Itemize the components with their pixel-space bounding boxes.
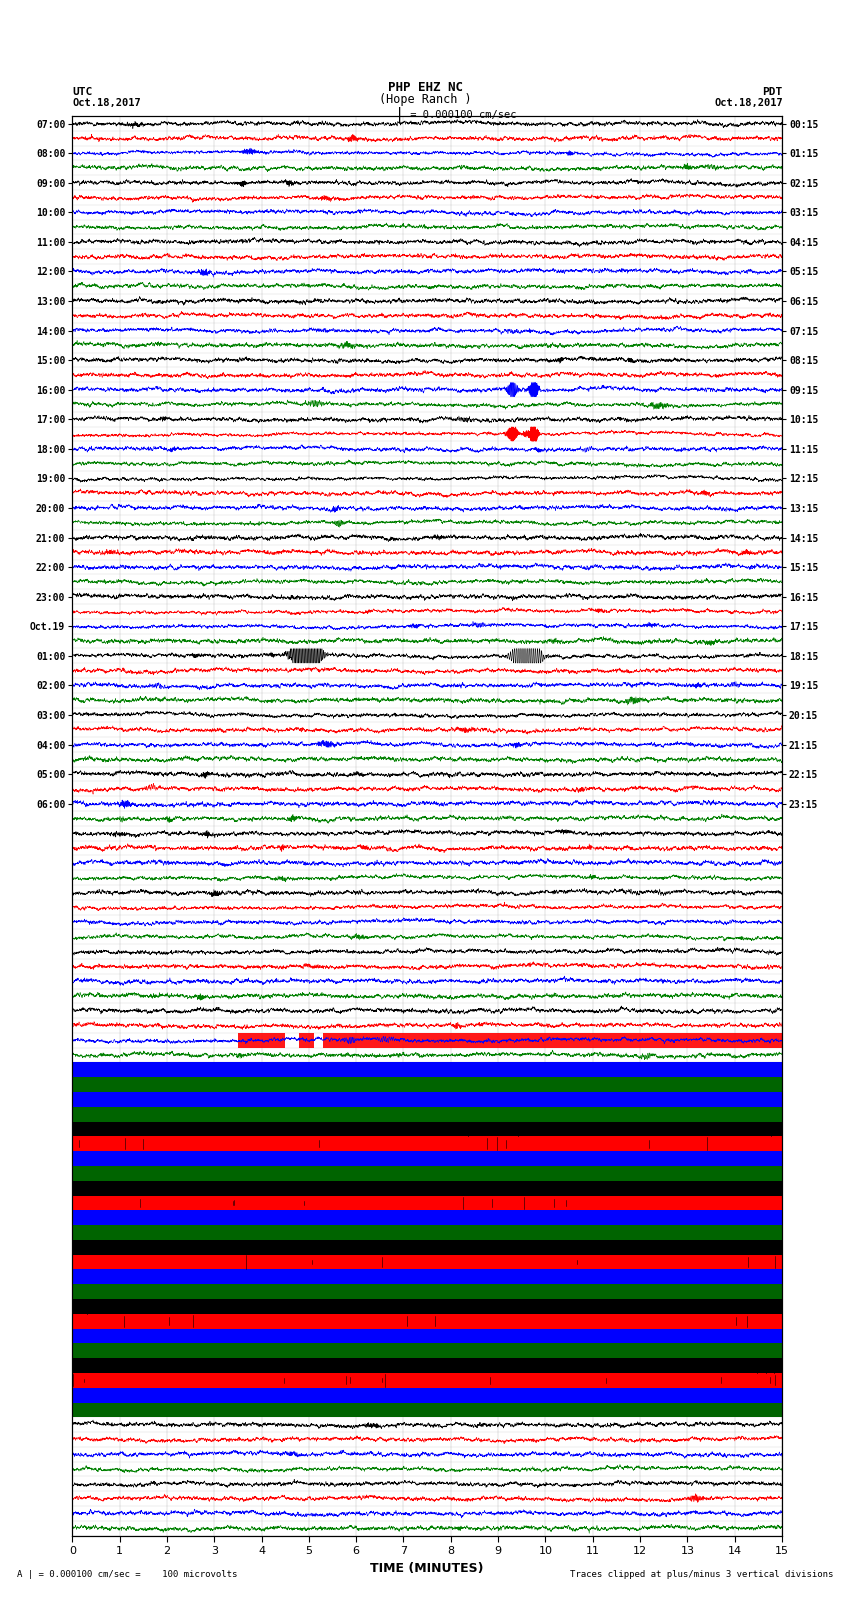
Bar xyxy=(72,1210,782,1226)
Bar xyxy=(72,1121,782,1137)
Bar xyxy=(72,1136,782,1152)
Bar xyxy=(72,1269,782,1284)
Text: |: | xyxy=(395,108,404,123)
Bar xyxy=(72,1077,782,1092)
Bar xyxy=(72,1313,782,1329)
Text: UTC: UTC xyxy=(72,87,93,97)
Bar xyxy=(72,1092,782,1107)
Text: (Hope Ranch ): (Hope Ranch ) xyxy=(379,92,471,106)
Bar xyxy=(72,1063,782,1077)
Bar xyxy=(72,1329,782,1344)
Bar xyxy=(72,1284,782,1298)
Bar xyxy=(72,1298,782,1313)
Text: = 0.000100 cm/sec: = 0.000100 cm/sec xyxy=(404,110,516,121)
Bar xyxy=(72,1344,782,1358)
Text: Traces clipped at plus/minus 3 vertical divisions: Traces clipped at plus/minus 3 vertical … xyxy=(570,1569,833,1579)
Bar xyxy=(323,1032,782,1048)
Bar xyxy=(72,1358,782,1373)
Bar xyxy=(238,1032,285,1048)
X-axis label: TIME (MINUTES): TIME (MINUTES) xyxy=(371,1561,484,1574)
Bar xyxy=(72,1255,782,1269)
Bar xyxy=(72,1195,782,1210)
Bar xyxy=(72,1387,782,1402)
Bar xyxy=(299,1032,314,1048)
Bar xyxy=(72,1166,782,1181)
Bar xyxy=(72,1402,782,1418)
Bar xyxy=(72,1181,782,1195)
Bar xyxy=(72,1226,782,1240)
Text: Oct.18,2017: Oct.18,2017 xyxy=(72,98,141,108)
Text: Oct.18,2017: Oct.18,2017 xyxy=(714,98,783,108)
Bar xyxy=(72,1373,782,1387)
Bar xyxy=(72,1152,782,1166)
Text: PHP EHZ NC: PHP EHZ NC xyxy=(388,81,462,94)
Bar xyxy=(72,1107,782,1121)
Text: A | = 0.000100 cm/sec =    100 microvolts: A | = 0.000100 cm/sec = 100 microvolts xyxy=(17,1569,237,1579)
Bar xyxy=(72,1240,782,1255)
Text: PDT: PDT xyxy=(762,87,783,97)
